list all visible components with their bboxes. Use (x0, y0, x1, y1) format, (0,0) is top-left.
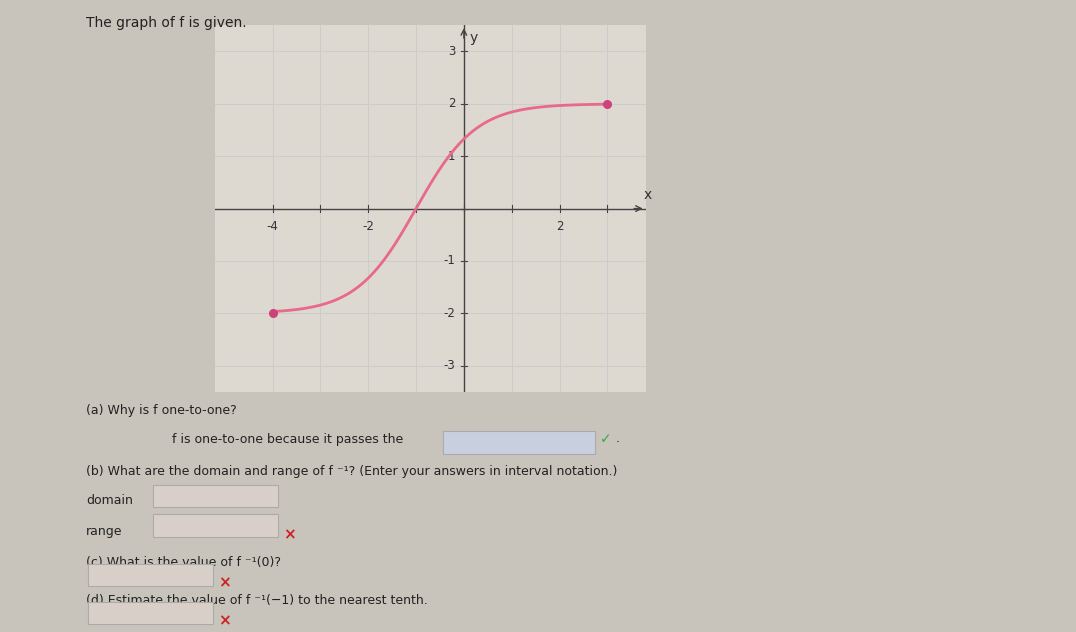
Text: ×: × (218, 613, 231, 628)
Text: Horizontal Line Test: Horizontal Line Test (458, 432, 580, 446)
Text: The graph of f is given.: The graph of f is given. (86, 16, 246, 30)
Text: (d) Estimate the value of f ⁻¹(−1) to the nearest tenth.: (d) Estimate the value of f ⁻¹(−1) to th… (86, 594, 428, 607)
Text: -4: -4 (267, 220, 279, 233)
Text: y: y (469, 30, 478, 44)
Text: -1: -1 (443, 255, 455, 267)
Text: .: . (615, 432, 620, 446)
Text: (b) What are the domain and range of f ⁻¹? (Enter your answers in interval notat: (b) What are the domain and range of f ⁻… (86, 465, 618, 478)
Text: -1: -1 (97, 608, 110, 621)
Text: domain: domain (86, 494, 133, 507)
Text: -2: -2 (363, 220, 374, 233)
Text: (c) What is the value of f ⁻¹(0)?: (c) What is the value of f ⁻¹(0)? (86, 556, 281, 569)
Text: ✓: ✓ (600, 432, 612, 446)
Text: 2: 2 (556, 220, 563, 233)
Text: [−2,4]: [−2,4] (165, 524, 204, 537)
Text: (a) Why is f one-to-one?: (a) Why is f one-to-one? (86, 404, 237, 418)
Text: 2: 2 (448, 97, 455, 111)
Text: 3: 3 (448, 45, 455, 58)
Text: ×: × (218, 575, 231, 590)
Text: 0: 0 (97, 570, 104, 583)
Text: range: range (86, 525, 123, 538)
Text: -3: -3 (443, 359, 455, 372)
Text: -2: -2 (443, 307, 455, 320)
Text: f is one-to-one because it passes the: f is one-to-one because it passes the (172, 433, 408, 446)
Text: ×: × (283, 528, 296, 543)
Text: 1: 1 (448, 150, 455, 162)
Text: x: x (643, 188, 651, 202)
